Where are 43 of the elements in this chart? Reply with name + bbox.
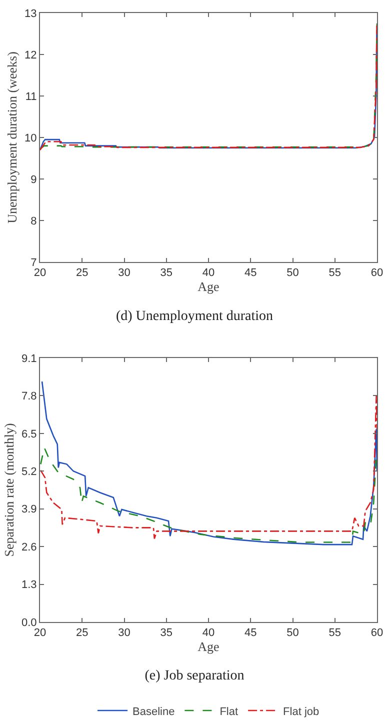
x-tick-label: 50 [286,627,299,640]
legend-label: Flat [220,706,238,718]
x-tick-label: 25 [76,627,88,640]
x-tick-label: 60 [370,267,384,280]
y-axis-title: Separation rate (monthly) [1,423,16,557]
x-tick-label: 30 [118,627,130,640]
x-tick-label: 35 [160,627,173,640]
y-tick-label: 11 [25,90,37,103]
y-tick-label: 10 [24,132,37,144]
x-tick-label: 40 [202,267,215,280]
y-tick-label: 6.5 [22,428,37,440]
x-tick-label: 20 [34,267,46,280]
y-tick-label: 9.1 [22,352,37,365]
legend-label: Baseline [132,706,175,718]
y-tick-label: 2.6 [22,541,37,554]
x-axis-title: Age [198,279,220,294]
x-tick-label: 25 [76,267,88,280]
legend-label: Flat job [283,706,320,718]
x-tick-label: 20 [34,627,46,640]
text: (d) Unemployment duration [116,309,274,324]
x-tick-label: 45 [244,627,257,640]
y-tick-label: 7.8 [22,390,37,403]
x-tick-label: 40 [202,627,215,640]
x-tick-label: 55 [328,267,342,280]
y-tick-label: 0.0 [22,616,37,629]
x-tick-label: 35 [160,267,173,280]
x-tick-label: 50 [286,267,299,280]
x-tick-label: 55 [328,627,342,640]
y-tick-label: 7 [30,256,37,269]
x-tick-label: 30 [118,267,130,280]
y-tick-label: 8 [30,215,37,228]
y-tick-label: 1.3 [22,579,37,592]
y-tick-label: 3.9 [22,504,37,516]
text: (e) Job separation [144,668,244,684]
y-tick-label: 12 [24,49,37,62]
x-tick-label: 60 [370,627,384,640]
y-tick-label: 13 [24,8,37,20]
line-series [40,446,377,543]
x-tick-label: 45 [244,267,257,280]
y-tick-label: 5.2 [22,466,37,478]
x-axis-title: Age [198,639,220,654]
y-axis-title: Unemployment duration (weeks) [4,52,20,224]
y-tick-label: 9 [30,174,37,186]
